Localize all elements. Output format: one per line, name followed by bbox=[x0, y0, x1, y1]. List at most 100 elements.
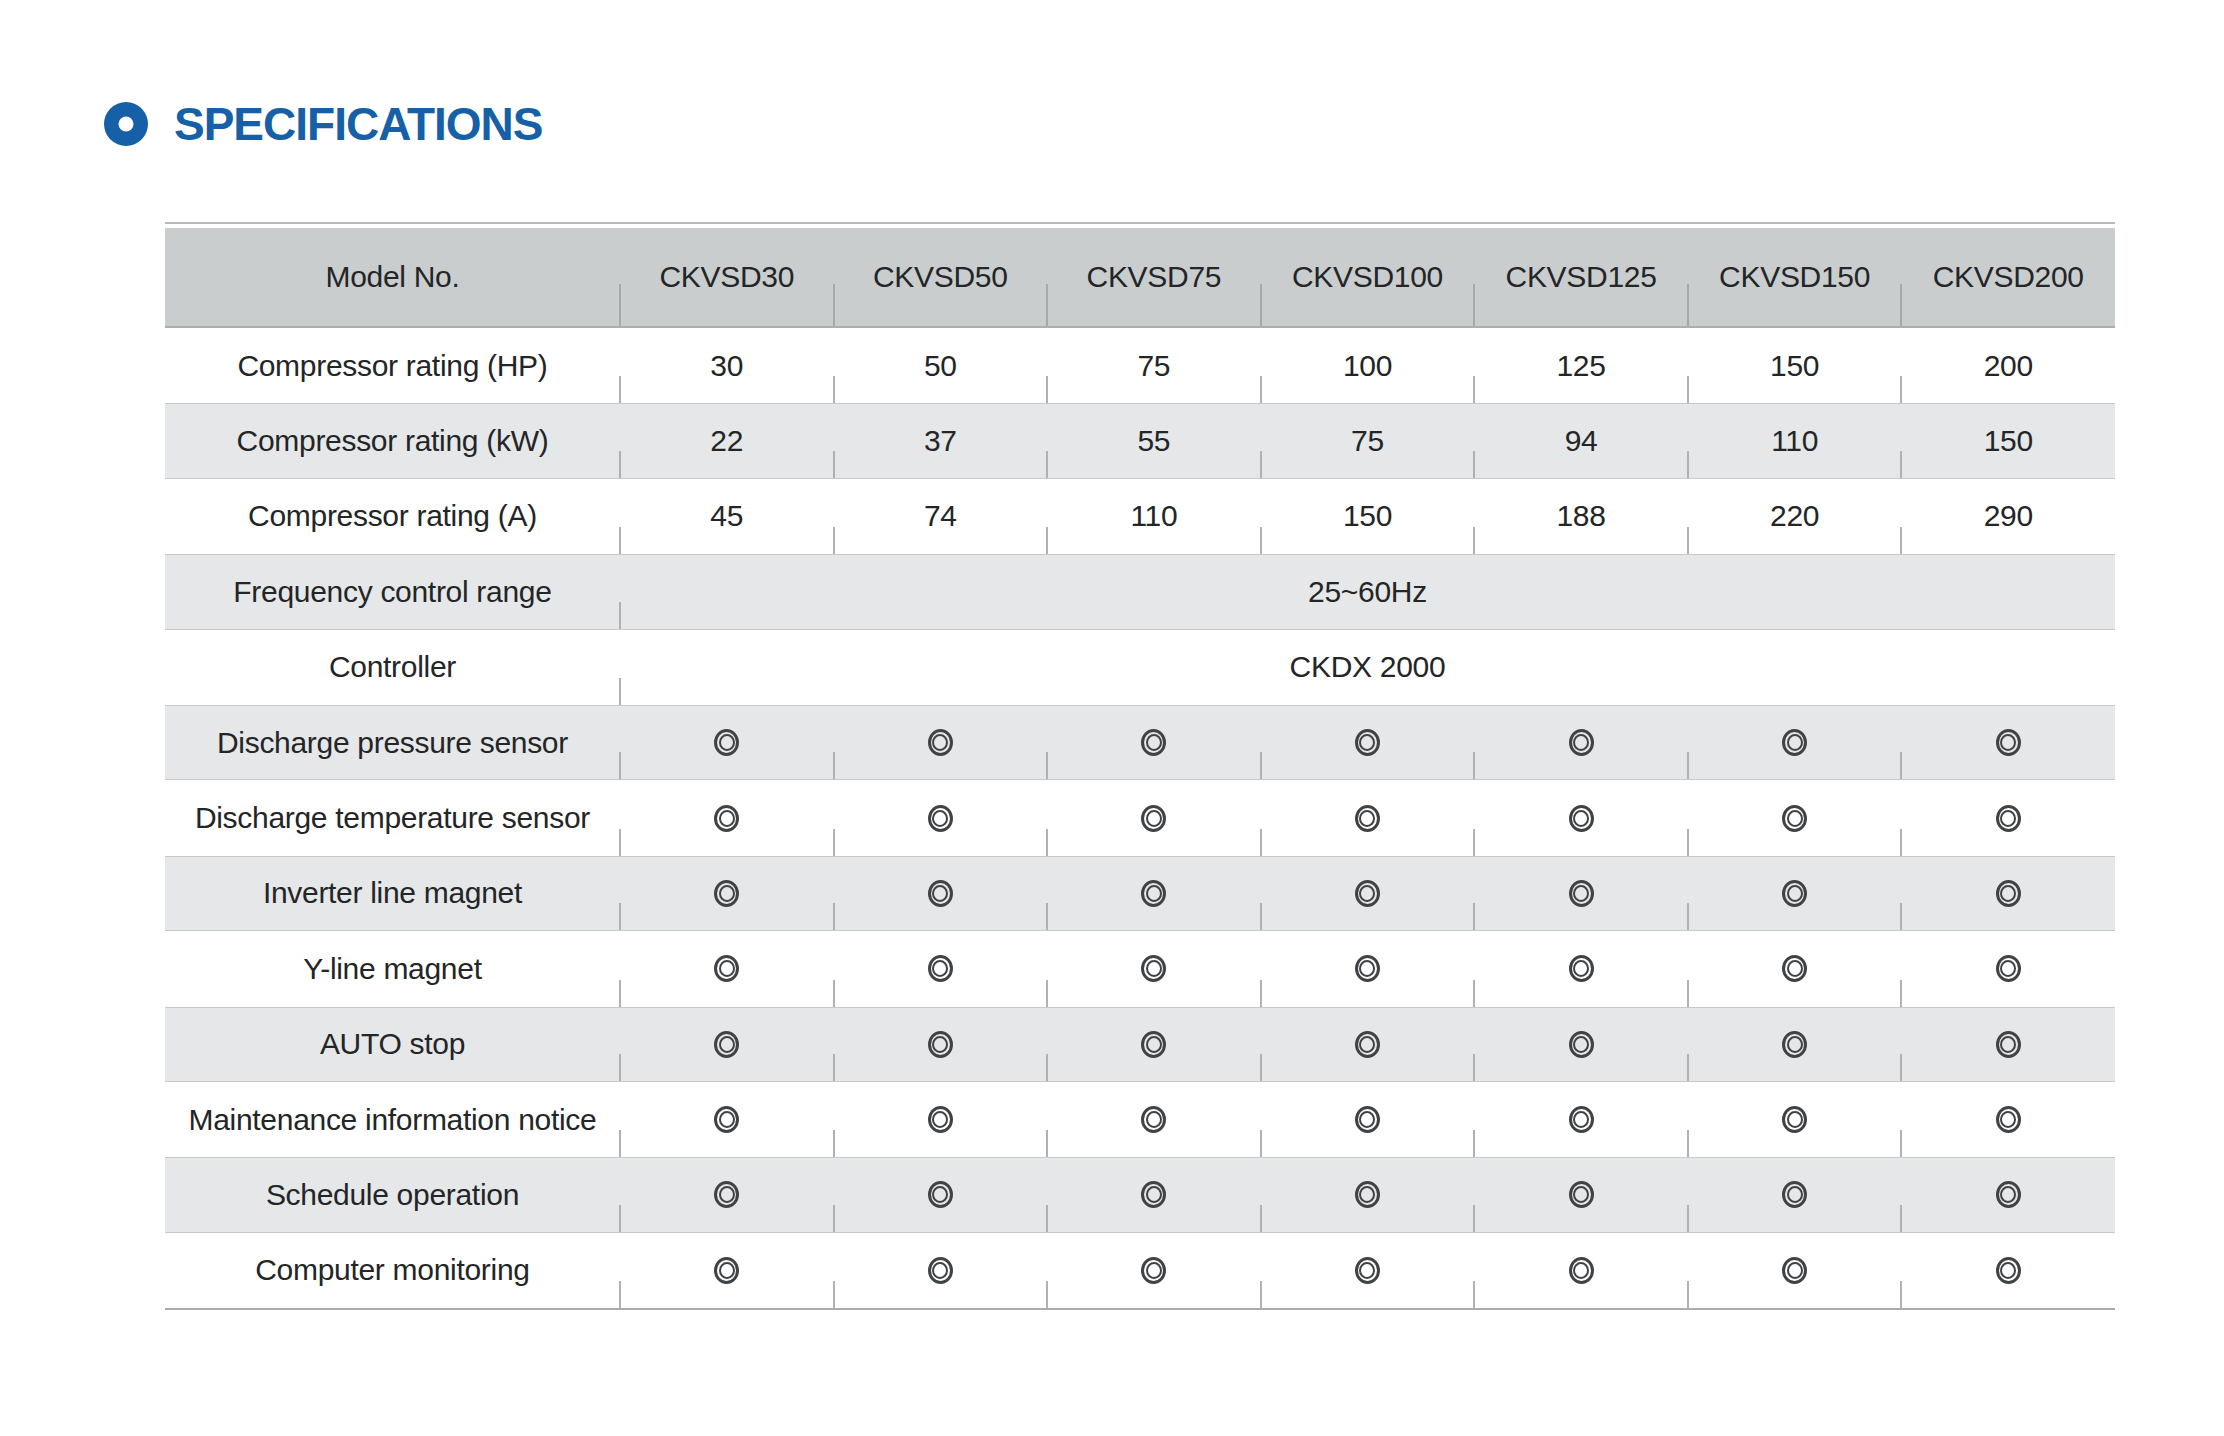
value-cell bbox=[1261, 1008, 1475, 1081]
value-cell bbox=[1901, 1233, 2115, 1308]
cell-text: CKVSD100 bbox=[1292, 260, 1443, 294]
row-label: Computer monitoring bbox=[165, 1233, 620, 1308]
bullseye-icon bbox=[1355, 1031, 1380, 1058]
bullseye-icon bbox=[1996, 1106, 2021, 1133]
value-cell: 55 bbox=[1047, 404, 1261, 477]
value-cell bbox=[834, 1008, 1048, 1081]
bullseye-icon bbox=[1569, 1257, 1594, 1284]
header-cell-model: CKVSD150 bbox=[1688, 228, 1902, 326]
header-cell-model: CKVSD50 bbox=[834, 228, 1048, 326]
table-row: Frequency control range25~60Hz bbox=[165, 554, 2115, 629]
cell-text: 125 bbox=[1556, 349, 1605, 383]
bullet-icon bbox=[104, 102, 148, 146]
value-cell bbox=[1688, 1233, 1902, 1308]
value-cell bbox=[620, 1233, 834, 1308]
bullseye-icon bbox=[1355, 1257, 1380, 1284]
table-row: AUTO stop bbox=[165, 1007, 2115, 1082]
value-cell bbox=[1261, 1158, 1475, 1231]
cell-text: CKVSD50 bbox=[873, 260, 1008, 294]
value-cell bbox=[834, 857, 1048, 930]
value-cell bbox=[1688, 780, 1902, 855]
cell-text: CKVSD200 bbox=[1933, 260, 2084, 294]
specifications-table: Model No.CKVSD30CKVSD50CKVSD75CKVSD100CK… bbox=[165, 222, 2115, 1310]
value-cell bbox=[834, 1082, 1048, 1157]
value-cell bbox=[1901, 1158, 2115, 1231]
bullseye-icon bbox=[1782, 1106, 1807, 1133]
value-cell bbox=[1474, 1008, 1688, 1081]
value-cell: 75 bbox=[1261, 404, 1475, 477]
cell-text: CKVSD150 bbox=[1719, 260, 1870, 294]
cell-text: 94 bbox=[1565, 424, 1598, 458]
table-row: Compressor rating (A)4574110150188220290 bbox=[165, 479, 2115, 554]
cell-text: 110 bbox=[1771, 424, 1818, 458]
row-label: Discharge pressure sensor bbox=[165, 706, 620, 779]
value-cell bbox=[1261, 780, 1475, 855]
cell-text: 220 bbox=[1770, 499, 1819, 533]
table-row: Y-line magnet bbox=[165, 931, 2115, 1006]
value-cell: 22 bbox=[620, 404, 834, 477]
bullseye-icon bbox=[714, 729, 739, 756]
value-cell bbox=[620, 931, 834, 1006]
bullseye-icon bbox=[714, 955, 739, 982]
bullseye-icon bbox=[1141, 805, 1166, 832]
cell-text: Computer monitoring bbox=[255, 1253, 529, 1287]
value-cell bbox=[1261, 706, 1475, 779]
cell-text: Compressor rating (kW) bbox=[237, 424, 549, 458]
bullseye-icon bbox=[1569, 805, 1594, 832]
value-cell bbox=[1261, 1082, 1475, 1157]
value-cell bbox=[834, 1233, 1048, 1308]
cell-text: Schedule operation bbox=[266, 1178, 519, 1212]
value-cell: 150 bbox=[1261, 479, 1475, 554]
bullseye-icon bbox=[1355, 880, 1380, 907]
bullseye-icon bbox=[1141, 1031, 1166, 1058]
table-row: Discharge temperature sensor bbox=[165, 780, 2115, 855]
cell-text: 290 bbox=[1984, 499, 2033, 533]
row-label: Inverter line magnet bbox=[165, 857, 620, 930]
bullseye-icon bbox=[928, 1181, 953, 1208]
table-row: Computer monitoring bbox=[165, 1233, 2115, 1308]
cell-text: Inverter line magnet bbox=[263, 876, 522, 910]
table-row: Compressor rating (HP)305075100125150200 bbox=[165, 328, 2115, 403]
bullseye-icon bbox=[714, 1181, 739, 1208]
cell-text: 75 bbox=[1137, 349, 1170, 383]
bullseye-icon bbox=[1996, 805, 2021, 832]
row-label: Compressor rating (HP) bbox=[165, 328, 620, 403]
cell-text: 75 bbox=[1351, 424, 1384, 458]
cell-text: CKVSD75 bbox=[1087, 260, 1222, 294]
value-cell: 37 bbox=[834, 404, 1048, 477]
cell-text: 37 bbox=[924, 424, 957, 458]
bullseye-icon bbox=[1782, 1031, 1807, 1058]
value-cell bbox=[1474, 931, 1688, 1006]
bullseye-icon bbox=[928, 729, 953, 756]
bullseye-icon bbox=[1996, 1181, 2021, 1208]
section-heading: SPECIFICATIONS bbox=[104, 101, 543, 147]
value-cell bbox=[620, 857, 834, 930]
value-cell: 150 bbox=[1901, 404, 2115, 477]
bullseye-icon bbox=[714, 1031, 739, 1058]
value-cell: 110 bbox=[1047, 479, 1261, 554]
bullseye-icon bbox=[1141, 729, 1166, 756]
cell-text: 150 bbox=[1984, 424, 2033, 458]
header-cell-model: CKVSD125 bbox=[1474, 228, 1688, 326]
page-title: SPECIFICATIONS bbox=[174, 101, 543, 147]
cell-text: Compressor rating (HP) bbox=[237, 349, 547, 383]
value-cell: 150 bbox=[1688, 328, 1902, 403]
bullseye-icon bbox=[1141, 880, 1166, 907]
cell-text: CKVSD125 bbox=[1506, 260, 1657, 294]
bullseye-icon bbox=[1782, 880, 1807, 907]
cell-text: 100 bbox=[1343, 349, 1392, 383]
value-cell bbox=[1688, 1082, 1902, 1157]
cell-text: 200 bbox=[1984, 349, 2033, 383]
header-cell-model: CKVSD200 bbox=[1901, 228, 2115, 326]
bullseye-icon bbox=[1569, 1106, 1594, 1133]
value-cell bbox=[1901, 780, 2115, 855]
bullseye-icon bbox=[928, 880, 953, 907]
value-cell bbox=[620, 1158, 834, 1231]
cell-text: 55 bbox=[1137, 424, 1170, 458]
row-span-value: CKDX 2000 bbox=[620, 630, 2115, 705]
cell-text: Discharge pressure sensor bbox=[217, 726, 568, 760]
value-cell: 30 bbox=[620, 328, 834, 403]
row-label: Compressor rating (kW) bbox=[165, 404, 620, 477]
row-label: Maintenance information notice bbox=[165, 1082, 620, 1157]
value-cell bbox=[620, 1008, 834, 1081]
